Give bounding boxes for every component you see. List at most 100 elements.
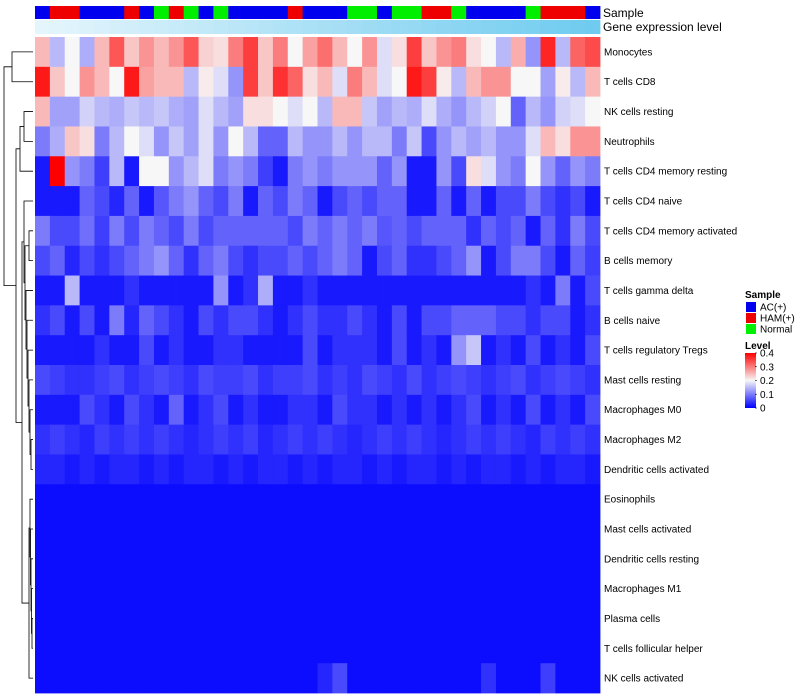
heatmap-cell	[49, 394, 66, 426]
heatmap-cell	[94, 394, 110, 426]
heatmap-cell	[213, 215, 229, 247]
heatmap-cell	[183, 37, 199, 68]
heatmap-cell	[302, 633, 318, 664]
heatmap-cell	[332, 484, 348, 515]
legend-sample-entries: AC(+)HAM(+)Normal	[746, 302, 795, 336]
heatmap-cell	[168, 573, 185, 604]
heatmap-cell	[525, 156, 541, 187]
heatmap-cell	[510, 37, 527, 68]
sample-annotation-cell	[585, 6, 601, 19]
heatmap-cell	[451, 663, 467, 694]
heatmap-cell	[585, 663, 601, 694]
sample-annotation-cell	[153, 6, 170, 19]
heatmap-cell	[139, 484, 155, 515]
heatmap-cell	[451, 37, 467, 68]
heatmap-cell	[109, 66, 125, 98]
gene-expression-cell	[79, 20, 95, 34]
dendrogram-branch	[29, 409, 33, 455]
sample-annotation-cell	[94, 6, 110, 19]
heatmap-cell	[139, 663, 155, 694]
heatmap-cell	[124, 633, 140, 664]
heatmap-cell	[287, 633, 304, 664]
heatmap-cell	[510, 275, 527, 306]
heatmap-cell	[183, 365, 199, 396]
heatmap-cell	[362, 335, 378, 366]
row-label: NK cells resting	[604, 107, 673, 118]
heatmap-cell	[481, 365, 497, 396]
heatmap-cell	[64, 126, 81, 157]
heatmap-cell	[495, 514, 512, 545]
heatmap-cell	[243, 215, 259, 247]
sample-annotation-cell	[35, 6, 51, 19]
heatmap-cell	[585, 365, 601, 396]
heatmap-cell	[347, 663, 363, 694]
heatmap-cell	[79, 543, 95, 575]
heatmap-cell	[391, 186, 408, 217]
legend-swatch-ham	[746, 313, 756, 323]
heatmap-cell	[555, 275, 571, 306]
heatmap-cell	[332, 156, 348, 187]
heatmap-cell	[510, 305, 527, 336]
heatmap-cell	[153, 514, 170, 545]
heatmap-cell	[495, 215, 512, 247]
heatmap-cell	[94, 37, 110, 68]
heatmap-cell	[168, 484, 185, 515]
heatmap-cell	[466, 633, 482, 664]
heatmap-cell	[124, 603, 140, 634]
heatmap-cell	[555, 633, 571, 664]
heatmap-cell	[49, 186, 66, 217]
heatmap-cell	[495, 66, 512, 98]
heatmap-cell	[213, 245, 229, 276]
heatmap-cell	[481, 543, 497, 575]
heatmap-cell	[466, 66, 482, 98]
heatmap-cell	[436, 335, 452, 366]
heatmap-cell	[124, 66, 140, 98]
row-label: Macrophages M2	[604, 435, 682, 446]
heatmap-cell	[213, 424, 229, 455]
heatmap-cell	[510, 245, 527, 276]
gene-expression-cell	[228, 20, 244, 34]
heatmap-cell	[153, 454, 170, 485]
heatmap-cell	[570, 365, 586, 396]
heatmap-cell	[258, 275, 274, 306]
heatmap-cell	[510, 454, 527, 485]
heatmap-cell	[243, 603, 259, 634]
heatmap-cell	[406, 454, 422, 485]
heatmap-cell	[79, 514, 95, 545]
heatmap-cell	[540, 126, 556, 157]
heatmap-cell	[79, 335, 95, 366]
heatmap-cell	[272, 603, 289, 634]
heatmap-cell	[258, 215, 274, 247]
heatmap-cell	[272, 424, 289, 455]
heatmap-cell	[570, 245, 586, 276]
heatmap-cell	[168, 96, 185, 127]
heatmap-cell	[153, 335, 170, 366]
heatmap-cell	[272, 156, 289, 187]
heatmap-cell	[64, 186, 81, 217]
heatmap-cell	[376, 543, 393, 575]
heatmap-cell	[287, 603, 304, 634]
heatmap-cell	[362, 186, 378, 217]
row-label: Plasma cells	[604, 614, 660, 625]
heatmap-cell	[139, 573, 155, 604]
heatmap-cell	[406, 424, 422, 455]
heatmap-cell	[332, 454, 348, 485]
heatmap-cell	[258, 305, 274, 336]
heatmap-cell	[510, 633, 527, 664]
sample-annotation-cell	[362, 6, 378, 19]
heatmap-cell	[35, 454, 51, 485]
heatmap-cell	[272, 186, 289, 217]
heatmap-cell	[139, 365, 155, 396]
heatmap-cell	[406, 186, 422, 217]
heatmap-cell	[555, 365, 571, 396]
heatmap-cell	[64, 215, 81, 247]
heatmap-cell	[287, 245, 304, 276]
heatmap-cell	[79, 245, 95, 276]
heatmap-cell	[302, 96, 318, 127]
heatmap-cell	[287, 66, 304, 98]
heatmap-cell	[258, 543, 274, 575]
sample-annotation-cell	[183, 6, 199, 19]
heatmap-cell	[35, 37, 51, 68]
heatmap-cell	[139, 186, 155, 217]
heatmap-cell	[287, 543, 304, 575]
